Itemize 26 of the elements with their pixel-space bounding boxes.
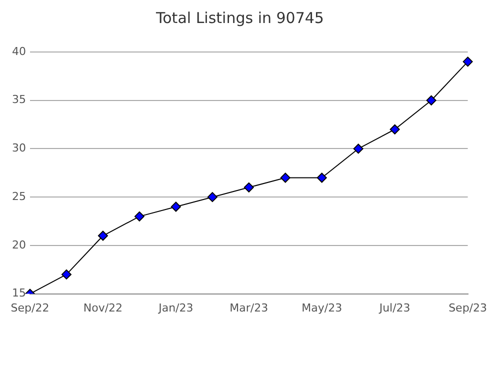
x-tick-label: Jul/23 (378, 301, 410, 314)
x-tick-label: Mar/23 (230, 301, 268, 314)
x-tick-label: May/23 (302, 301, 342, 314)
point (98, 230, 108, 241)
chart-title: Total Listings in 90745 (155, 8, 324, 27)
point (353, 144, 364, 154)
x-tick-label: Jan/23 (158, 301, 194, 314)
x-tick-label: Sep/23 (448, 301, 487, 314)
y-tick-label: 40 (12, 44, 26, 58)
x-tick-label: Sep/22 (10, 301, 50, 314)
point (134, 211, 144, 222)
y-tick-label: 20 (12, 238, 26, 252)
y-tick-label: 35 (12, 93, 26, 106)
point (390, 124, 400, 134)
y-tick-label: 15 (12, 286, 26, 300)
point (426, 95, 436, 106)
point (462, 56, 473, 67)
point (280, 172, 290, 183)
x-tick-label: Nov/22 (83, 301, 123, 314)
point (207, 192, 218, 202)
point (170, 202, 181, 212)
point (244, 182, 254, 192)
point (61, 269, 72, 280)
point (316, 172, 327, 183)
y-tick-label: 30 (12, 142, 26, 155)
y-tick-label: 25 (12, 190, 26, 203)
